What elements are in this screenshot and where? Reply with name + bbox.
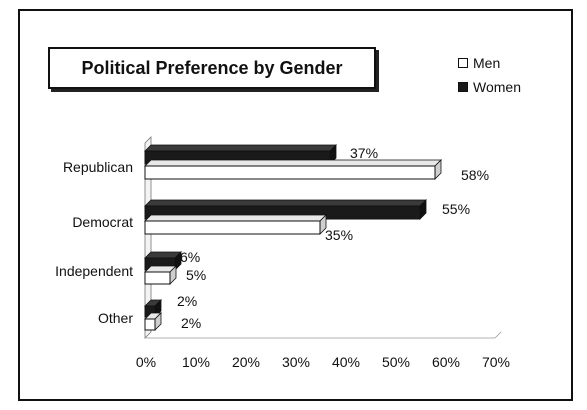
bar-men-other <box>144 318 156 331</box>
x-axis-depth-line <box>494 331 502 339</box>
x-tick-label-10: 10% <box>182 354 210 370</box>
bar-men-republican <box>144 165 436 180</box>
x-tick-label-20: 20% <box>232 354 260 370</box>
bar-men-independent <box>144 271 171 285</box>
chart-frame: Political Preference by Gender Men Women <box>18 9 577 405</box>
data-label-women-democrat: 55% <box>442 201 470 217</box>
data-label-men-democrat: 35% <box>325 227 353 243</box>
x-tick-label-40: 40% <box>332 354 360 370</box>
chart-title: Political Preference by Gender <box>48 47 376 89</box>
x-tick-label-50: 50% <box>382 354 410 370</box>
legend-label-men: Men <box>473 55 501 71</box>
data-label-men-other: 2% <box>181 315 201 331</box>
x-tick-label-0: 0% <box>136 354 156 370</box>
bar-women-republican-top <box>144 144 337 152</box>
category-label-democrat: Democrat <box>72 214 133 230</box>
data-label-men-republican: 58% <box>461 167 489 183</box>
x-tick-label-60: 60% <box>432 354 460 370</box>
data-label-women-other: 2% <box>177 293 197 309</box>
bar-men-democrat <box>144 220 321 235</box>
legend-item-men: Men <box>458 51 521 75</box>
bar-men-republican-top <box>144 159 442 167</box>
category-label-other: Other <box>98 310 133 326</box>
bar-women-democrat-top <box>144 199 427 207</box>
x-tick-label-30: 30% <box>282 354 310 370</box>
legend-label-women: Women <box>473 79 521 95</box>
data-label-men-independent: 5% <box>186 267 206 283</box>
chart-legend: Men Women <box>458 51 521 99</box>
bar-men-democrat-top <box>144 214 327 222</box>
data-label-women-republican: 37% <box>350 145 378 161</box>
legend-swatch-women <box>458 82 468 92</box>
category-label-republican: Republican <box>63 159 133 175</box>
x-tick-label-70: 70% <box>482 354 510 370</box>
legend-swatch-men <box>458 58 468 68</box>
legend-item-women: Women <box>458 75 521 99</box>
category-label-independent: Independent <box>55 263 133 279</box>
data-label-women-independent: 6% <box>180 249 200 265</box>
